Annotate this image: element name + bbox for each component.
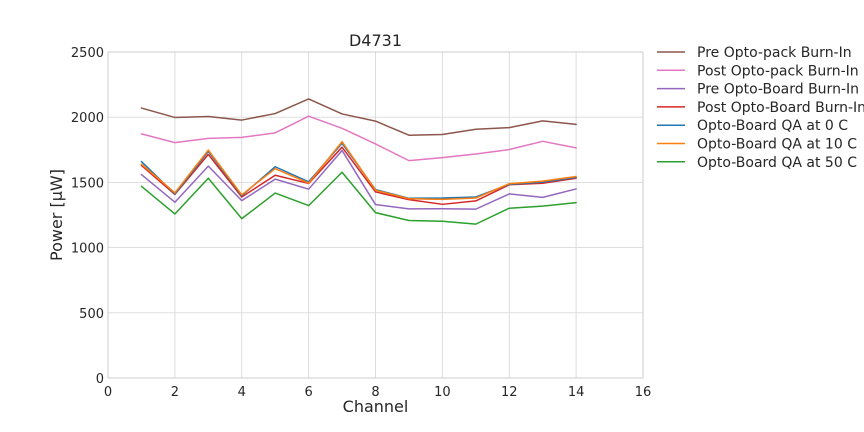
series-line-2 [140, 149, 577, 210]
legend-label: Opto-Board QA at 50 C [697, 155, 857, 171]
y-tick-label: 2000 [71, 111, 104, 126]
x-tick-label: 14 [568, 385, 585, 400]
y-tick-label: 500 [79, 307, 104, 322]
grid [107, 51, 644, 379]
series-line-6 [140, 171, 577, 225]
plot-frame [107, 51, 644, 379]
x-tick-label: 12 [501, 385, 518, 400]
legend-label: Post Opto-Board Burn-In [697, 100, 864, 116]
chart-title: D4731 [349, 31, 402, 50]
y-tick-label: 1500 [71, 176, 104, 191]
legend: Pre Opto-pack Burn-In Post Opto-pack Burn… [657, 45, 864, 171]
x-tick-label: 16 [635, 385, 652, 400]
series-line-1 [140, 115, 577, 162]
y-tick-label: 0 [96, 372, 104, 387]
x-tick-label: 10 [434, 385, 451, 400]
x-axis-title: Channel [343, 397, 409, 416]
x-tick-label: 8 [371, 385, 379, 400]
y-tick-label: 2500 [71, 46, 104, 61]
series-line-5 [140, 140, 577, 201]
legend-label: Opto-Board QA at 10 C [697, 137, 857, 153]
series-line-3 [140, 146, 577, 206]
series-line-0 [140, 98, 577, 136]
legend-label: Pre Opto-Board Burn-In [697, 82, 859, 98]
x-tick-label: 0 [104, 385, 112, 400]
x-tick-label: 6 [304, 385, 312, 400]
y-axis-title: Power [μW] [47, 169, 66, 261]
x-tick-label: 4 [238, 385, 246, 400]
legend-label: Pre Opto-pack Burn-In [697, 45, 852, 61]
y-tick-label: 1000 [71, 242, 104, 257]
legend-label: Post Opto-pack Burn-In [697, 63, 859, 79]
series-layer [140, 98, 577, 225]
tick-labels: 0 2 4 6 8 10 12 14 16 0 500 1000 1500 2000 2500 [71, 46, 651, 400]
x-tick-label: 2 [171, 385, 179, 400]
legend-label: Opto-Board QA at 0 C [697, 118, 848, 134]
